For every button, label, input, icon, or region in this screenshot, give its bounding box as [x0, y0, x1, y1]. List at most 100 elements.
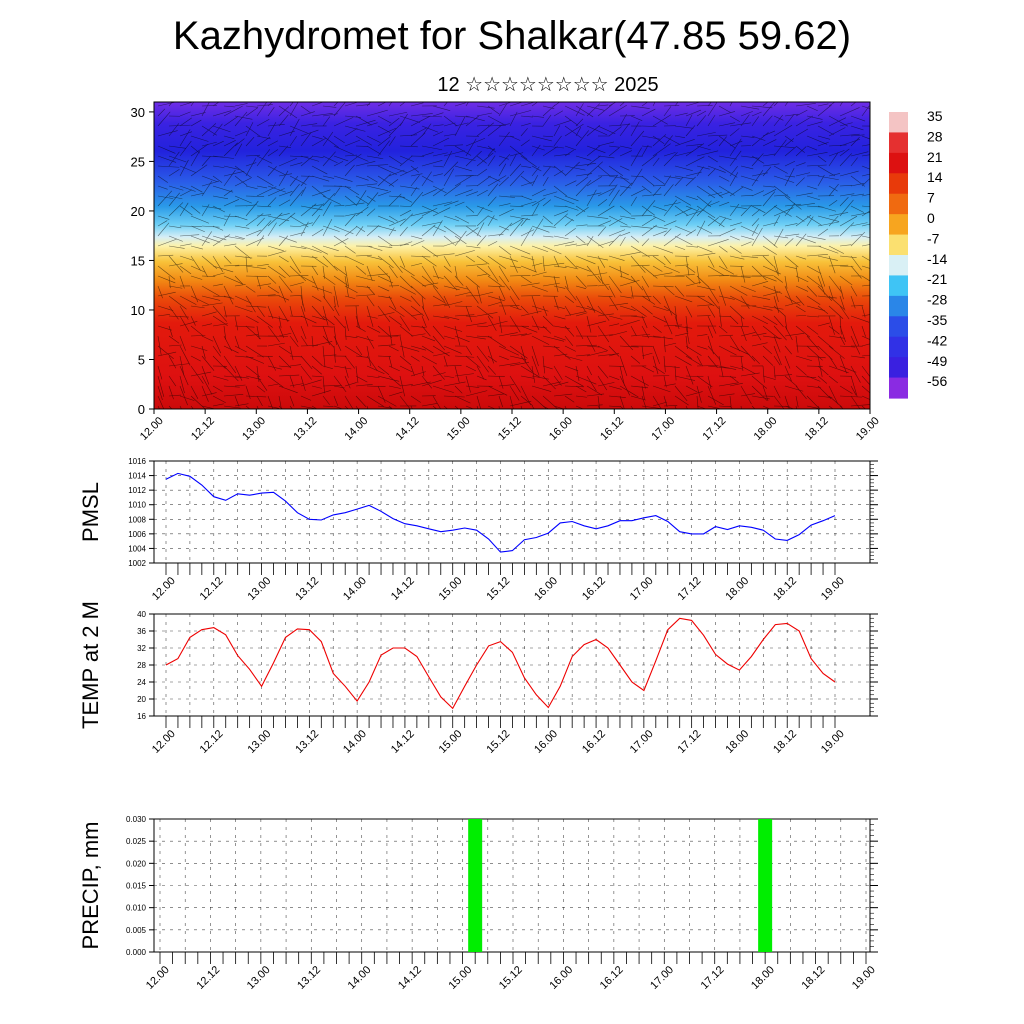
wind-vector — [597, 141, 614, 147]
wind-vector — [674, 235, 693, 246]
wind-vector — [564, 228, 576, 237]
wind-vector — [850, 102, 857, 107]
wind-vector — [421, 265, 435, 284]
wind-vector — [399, 102, 406, 107]
wind-vector — [388, 193, 402, 207]
wind-vector — [696, 345, 708, 350]
panel-frame — [153, 818, 871, 953]
wind-vector — [366, 325, 381, 333]
wind-vector — [454, 265, 458, 280]
wind-vector — [157, 305, 174, 311]
wind-vector — [443, 133, 457, 137]
wind-vector — [278, 255, 289, 263]
wind-vector — [652, 295, 661, 305]
wind-vector — [520, 122, 531, 127]
wind-vector — [278, 106, 290, 117]
wind-vector — [575, 265, 591, 272]
wind-vector — [300, 186, 307, 197]
wind-vector — [740, 315, 743, 327]
wind-vector — [795, 335, 799, 353]
wind-vector — [410, 235, 423, 240]
wind-vector — [685, 102, 702, 107]
wind-vector — [399, 155, 415, 162]
wind-vector — [696, 200, 712, 217]
wind-vector — [201, 311, 217, 317]
wind-vector — [223, 142, 238, 157]
wind-vector — [311, 390, 331, 397]
wind-vector — [366, 185, 389, 192]
wind-vector — [542, 255, 545, 271]
wind-vector — [707, 255, 715, 268]
wind-vector — [795, 235, 816, 244]
wind-vector — [641, 295, 656, 305]
wind-vector — [619, 145, 632, 149]
wind-vector — [608, 104, 627, 117]
wind-vector — [300, 175, 310, 187]
wind-vector — [751, 111, 762, 117]
wind-vector — [542, 365, 553, 370]
wind-vector — [410, 175, 420, 187]
wind-vector — [850, 315, 870, 323]
wind-vector — [421, 345, 434, 354]
heatmap-ytick-label: 0 — [138, 402, 145, 417]
wind-vector — [366, 175, 378, 183]
wind-vector — [553, 120, 572, 127]
wind-vector — [806, 285, 818, 297]
wind-vector — [828, 255, 836, 274]
wind-vector — [751, 170, 764, 187]
wind-vector — [751, 295, 771, 300]
wind-vector — [542, 345, 560, 348]
wind-vector — [564, 205, 579, 211]
wind-vector — [223, 165, 240, 170]
wind-vector — [168, 123, 180, 137]
wind-vector — [410, 313, 423, 317]
wind-vector — [311, 175, 330, 182]
wind-vector — [234, 315, 239, 331]
wind-vector — [157, 313, 170, 317]
heatmap-field — [154, 102, 870, 409]
wind-vector — [465, 205, 475, 213]
wind-vector — [641, 145, 653, 148]
wind-vector — [520, 139, 530, 147]
wind-vector — [399, 345, 420, 352]
wind-vector — [256, 136, 271, 147]
wind-vector — [663, 184, 674, 197]
wind-vector — [201, 235, 221, 243]
panel-xtick-label: 17.12 — [676, 728, 704, 756]
wind-vector — [828, 245, 845, 254]
wind-vector — [256, 405, 259, 409]
wind-vector — [762, 102, 776, 117]
wind-vector — [553, 353, 568, 357]
wind-vector — [586, 255, 609, 261]
wind-vector — [817, 103, 829, 107]
wind-vector — [267, 375, 284, 388]
wind-vector — [784, 315, 788, 331]
wind-vector — [388, 155, 402, 165]
wind-vector — [410, 132, 426, 147]
wind-vector — [487, 196, 497, 207]
wind-vector — [454, 201, 465, 207]
wind-vector — [278, 295, 290, 301]
wind-vector — [784, 195, 802, 210]
wind-vector — [245, 405, 251, 409]
wind-vector — [443, 183, 462, 197]
wind-vector — [861, 144, 870, 147]
wind-vector — [751, 332, 767, 337]
wind-vector — [476, 207, 484, 217]
wind-vector — [586, 393, 605, 397]
wind-vector — [850, 175, 866, 187]
wind-vector — [850, 375, 858, 397]
wind-vector — [487, 241, 498, 247]
wind-vector — [344, 345, 363, 358]
wind-vector — [278, 285, 286, 303]
wind-vector — [300, 395, 312, 401]
wind-vector — [751, 205, 766, 214]
wind-vector — [300, 203, 317, 217]
wind-vector — [245, 355, 265, 364]
wind-vector — [234, 345, 247, 353]
wind-vector — [234, 275, 244, 285]
heatmap-xtick-label: 14.12 — [394, 415, 422, 443]
wind-vector — [586, 189, 597, 207]
wind-vector — [377, 255, 394, 269]
wind-vector — [377, 344, 396, 347]
